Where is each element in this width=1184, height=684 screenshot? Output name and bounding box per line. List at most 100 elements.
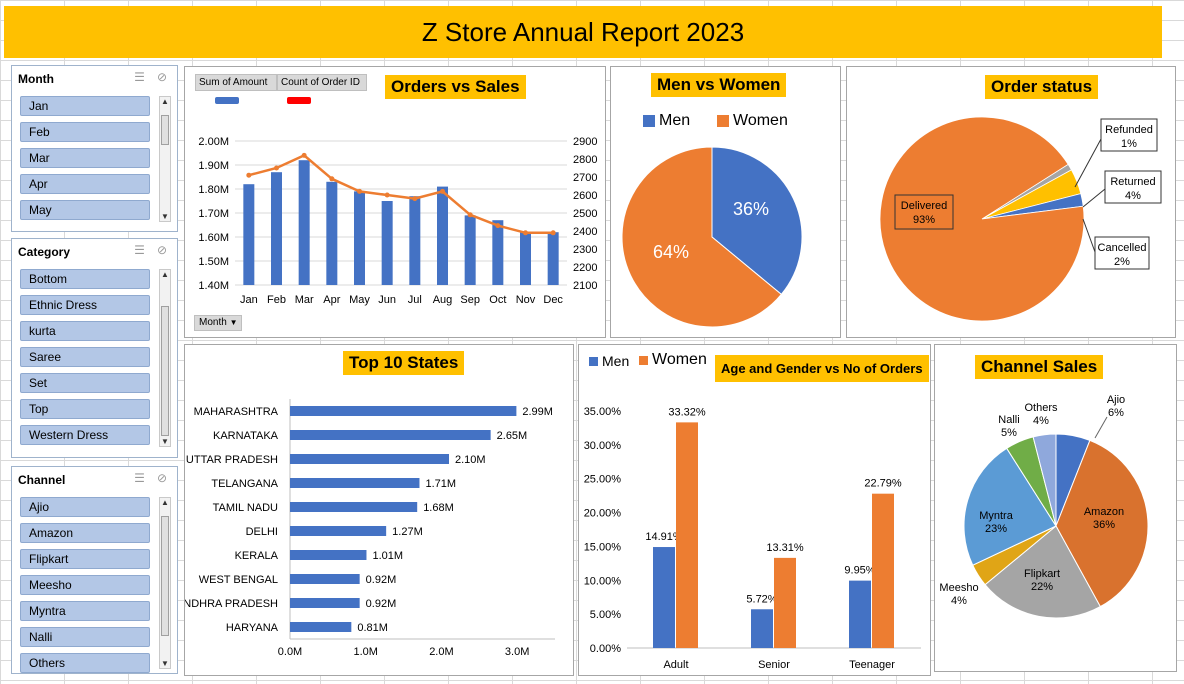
y-axis-tick: 15.00%: [584, 541, 622, 553]
right-axis-tick: 2500: [573, 208, 597, 220]
y-axis-tick: 20.00%: [584, 508, 622, 520]
top-states-title: Top 10 States: [343, 351, 465, 375]
data-label-box: [1100, 118, 1158, 152]
x-axis-tick: Sep: [460, 294, 480, 306]
slicer-item-myntra[interactable]: Myntra: [20, 601, 150, 621]
y-axis-tick: 25.00%: [584, 474, 622, 486]
slicer-item-others[interactable]: Others: [20, 653, 150, 673]
orders-vs-sales-panel: Sum of Amount Count of Order ID Orders v…: [184, 66, 606, 338]
scroll-up-icon[interactable]: ▲: [161, 270, 169, 279]
sales-bar: [381, 201, 393, 285]
legend-sum-of-amount[interactable]: Sum of Amount: [195, 74, 277, 91]
state-bar: [290, 526, 387, 536]
state-bar: [290, 430, 491, 440]
state-label: KARNATAKA: [213, 430, 279, 442]
category-slicer-header: Category: [18, 245, 71, 259]
right-axis-tick: 2900: [573, 136, 597, 148]
orders-point: [523, 230, 528, 236]
scroll-up-icon[interactable]: ▲: [161, 97, 169, 106]
clear-filter-icon[interactable]: ⊘: [156, 70, 167, 84]
pie-data-label: 64%: [653, 242, 689, 262]
top-states-panel: Top 10 States MAHARASHTRA 2.99M KARNATAKA 2…: [184, 344, 574, 676]
bar-data-label: 0.92M: [366, 598, 397, 610]
channel-sales-title: Channel Sales: [975, 355, 1104, 379]
multi-select-icon[interactable]: ☰: [134, 471, 145, 485]
slicer-item-feb[interactable]: Feb: [20, 122, 150, 142]
order-status-panel: Order status Delivered 93% Refunded 1% Retur…: [846, 66, 1176, 338]
slicer-item-kurta[interactable]: kurta: [20, 321, 150, 341]
legend-count-of-order-id[interactable]: Count of Order ID: [277, 74, 367, 91]
slicer-item-ethnic-dress[interactable]: Ethnic Dress: [20, 295, 150, 315]
top-states-chart: MAHARASHTRA 2.99M KARNATAKA 2.65M UTTAR PRAD…: [185, 399, 555, 658]
slicer-item-set[interactable]: Set: [20, 373, 150, 393]
men-vs-women-title: Men vs Women: [651, 73, 787, 97]
channel-slicer[interactable]: Channel ☰ ⊘ Ajio Amazon Flipkart Meesho M…: [11, 466, 178, 674]
pie-label-value: 23%: [985, 523, 1007, 535]
slicer-item-ajio[interactable]: Ajio: [20, 497, 150, 517]
y-axis-tick: 5.00%: [590, 609, 621, 621]
slicer-item-flipkart[interactable]: Flipkart: [20, 549, 150, 569]
multi-select-icon[interactable]: ☰: [134, 243, 145, 257]
bar-data-label: 9.95%: [844, 565, 875, 577]
state-bar: [290, 574, 360, 584]
pie-slice-others: [1032, 433, 1057, 527]
slicer-item-meesho[interactable]: Meesho: [20, 575, 150, 595]
month-field-label: Month: [199, 317, 227, 328]
category-slicer-scrollbar[interactable]: ▲ ▼: [159, 269, 171, 447]
slicer-item-top[interactable]: Top: [20, 399, 150, 419]
slicer-item-mar[interactable]: Mar: [20, 148, 150, 168]
month-slicer-scrollbar[interactable]: ▲ ▼: [159, 96, 171, 222]
sales-bar: [437, 186, 448, 285]
month-slicer[interactable]: Month ☰ ⊘ Jan Feb Mar Apr May ▲ ▼: [11, 65, 178, 232]
y-axis-tick: 0.00%: [590, 643, 621, 655]
pie-label-name: Others: [1024, 402, 1058, 414]
data-label-value: 1%: [1121, 138, 1137, 150]
slicer-item-may[interactable]: May: [20, 200, 150, 220]
bar-data-label: 1.27M: [392, 526, 423, 538]
legend-men: Men: [589, 353, 629, 369]
order-status-pie: Delivered 93% Refunded 1% Returned 4% Cancelle…: [879, 116, 1162, 322]
slicer-item-apr[interactable]: Apr: [20, 174, 150, 194]
data-label-value: 93%: [913, 214, 935, 226]
clear-filter-icon[interactable]: ⊘: [156, 243, 167, 257]
orders-point: [301, 152, 307, 158]
right-axis-tick: 2100: [573, 280, 597, 292]
clear-filter-icon[interactable]: ⊘: [156, 471, 167, 485]
pie-slice-men: [711, 146, 803, 296]
slicer-item-bottom[interactable]: Bottom: [20, 269, 150, 289]
x-axis-tick: Aug: [433, 294, 453, 306]
x-axis-tick: Oct: [489, 294, 506, 306]
x-axis-tick: Jan: [240, 294, 258, 306]
pie-label-name: Amazon: [1084, 506, 1124, 518]
data-label-name: Delivered: [901, 200, 947, 212]
pie-slice-flipkart: [984, 525, 1102, 619]
scroll-down-icon[interactable]: ▼: [161, 212, 169, 221]
pie-slice-women: [621, 146, 783, 328]
slicer-item-jan[interactable]: Jan: [20, 96, 150, 116]
month-field-button[interactable]: Month ▼: [194, 315, 242, 331]
state-bar: [290, 454, 449, 464]
multi-select-icon[interactable]: ☰: [134, 70, 145, 84]
y-axis-tick: 35.00%: [584, 406, 622, 418]
scroll-down-icon[interactable]: ▼: [161, 437, 169, 446]
x-axis-tick: Nov: [516, 294, 536, 306]
category-slicer[interactable]: Category ☰ ⊘ Bottom Ethnic Dress kurta Sa…: [11, 238, 178, 458]
right-axis-tick: 2200: [573, 262, 597, 274]
channel-slicer-scrollbar[interactable]: ▲ ▼: [159, 497, 171, 669]
pie-slice-myntra: [963, 447, 1057, 566]
pie-label-name: Myntra: [979, 510, 1014, 522]
x-axis-tick: Feb: [267, 294, 286, 306]
data-label-box: [1094, 236, 1150, 270]
state-label: MAHARASHTRA: [194, 406, 279, 418]
slicer-item-amazon[interactable]: Amazon: [20, 523, 150, 543]
scroll-down-icon[interactable]: ▼: [161, 659, 169, 668]
x-axis-tick: Dec: [543, 294, 563, 306]
slicer-item-western-dress[interactable]: Western Dress: [20, 425, 150, 445]
x-axis-tick: Jun: [378, 294, 396, 306]
slicer-item-nalli[interactable]: Nalli: [20, 627, 150, 647]
scroll-up-icon[interactable]: ▲: [161, 498, 169, 507]
slicer-item-saree[interactable]: Saree: [20, 347, 150, 367]
order-status-title: Order status: [985, 75, 1099, 99]
bar-women: [774, 557, 796, 648]
state-label: UTTAR PRADESH: [186, 454, 278, 466]
